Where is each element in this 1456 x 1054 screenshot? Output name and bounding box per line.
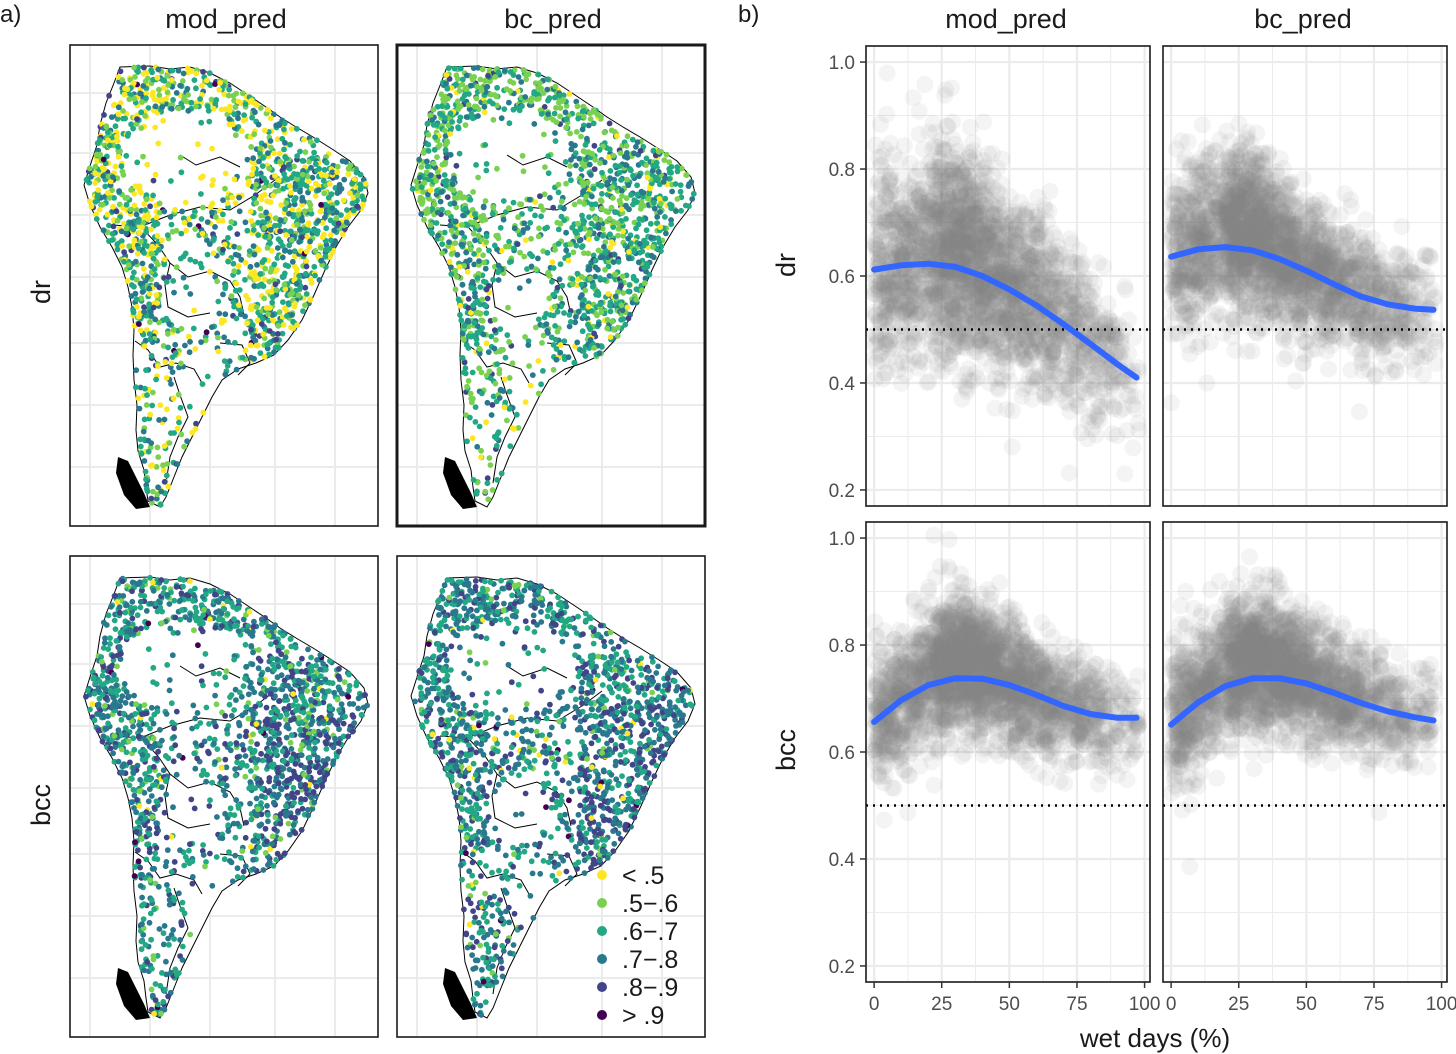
- y-axis-bcc: 0.2 0.4 0.6 0.8 1.0: [829, 529, 866, 978]
- map-facet-mod-pred-bcc: [69, 555, 379, 1038]
- map-facet-bc-pred-dr: [395, 43, 707, 528]
- legend-label-05-06: .5−.6: [622, 890, 678, 918]
- x-axis-mod-pred: 0 25 50 75 100: [869, 982, 1161, 1015]
- x-tick-label: 100: [1426, 994, 1456, 1015]
- legend-label-gt-09: > .9: [622, 1002, 664, 1030]
- x-tick-label: 0: [869, 994, 880, 1015]
- map-facet-bc-pred-bcc: [396, 555, 706, 1038]
- scatter-points-bc-pred-dr: [1163, 115, 1445, 421]
- y-tick-label: 0.4: [829, 850, 856, 871]
- smooth-line-bc-pred-bcc: [1168, 675, 1437, 728]
- legend-swatch-lt-05: [597, 870, 607, 880]
- map-south-coast-bc-pred-bcc: [443, 968, 477, 1020]
- smooth-line-mod-pred-dr: [871, 260, 1140, 381]
- smooth-line-bc-pred-dr: [1168, 244, 1437, 313]
- scatter-points-bc-pred-bcc: [1163, 548, 1444, 876]
- legend: < .5 .5−.6 .6−.7 .7−.8 .8−.9 > .9: [597, 862, 678, 1030]
- scatter-grid-mod-pred-dr: [866, 46, 1150, 506]
- map-row-label-dr: dr: [26, 280, 56, 304]
- scatter-col-label-mod-pred: mod_pred: [945, 4, 1067, 34]
- map-col-label-mod-pred: mod_pred: [165, 4, 287, 34]
- x-tick-label: 50: [1296, 994, 1317, 1015]
- legend-label-06-07: .6−.7: [622, 918, 678, 946]
- y-tick-label: 0.6: [829, 743, 855, 764]
- legend-swatch-08-09: [597, 982, 607, 992]
- panel-b-tag: b): [738, 1, 759, 28]
- y-axis-dr: 0.2 0.4 0.6 0.8 1.0: [829, 53, 866, 502]
- map-col-label-bc-pred: bc_pred: [504, 4, 602, 34]
- y-tick-label: 0.2: [829, 481, 855, 502]
- scatter-points-mod-pred-bcc: [866, 526, 1147, 829]
- y-tick-label: 0.4: [829, 374, 856, 395]
- scatter-col-label-bc-pred: bc_pred: [1254, 4, 1352, 34]
- x-tick-label: 0: [1166, 994, 1177, 1015]
- scatter-grid-mod-pred-bcc: [866, 522, 1150, 982]
- map-row-label-bcc: bcc: [26, 784, 56, 826]
- smooth-line-mod-pred-bcc: [871, 675, 1140, 725]
- scatter-facet-bc-pred-bcc: [1162, 521, 1448, 983]
- x-tick-label: 50: [999, 994, 1020, 1015]
- y-tick-label: 0.6: [829, 267, 855, 288]
- map-south-coast-mod-pred-bcc: [116, 968, 150, 1020]
- y-tick-label: 0.8: [829, 160, 855, 181]
- x-tick-label: 25: [1228, 994, 1249, 1015]
- map-stations-bc-pred-bcc: [412, 576, 695, 1018]
- map-stations-mod-pred-bcc: [83, 574, 370, 1018]
- x-axis-bc-pred: 0 25 50 75 100: [1166, 982, 1456, 1015]
- map-stations-bc-pred-dr: [409, 64, 697, 503]
- scatter-row-label-dr: dr: [771, 253, 801, 277]
- x-tick-label: 100: [1129, 994, 1161, 1015]
- legend-swatch-06-07: [597, 926, 607, 936]
- panel-a-tag: a): [0, 1, 21, 28]
- scatter-facet-bc-pred-dr: [1162, 45, 1448, 507]
- x-axis-title: wet days (%): [1079, 1023, 1230, 1053]
- legend-label-07-08: .7−.8: [622, 946, 678, 974]
- map-stations-mod-pred-dr: [83, 64, 369, 508]
- scatter-grid-bc-pred-dr: [1163, 46, 1447, 506]
- y-tick-label: 0.2: [829, 957, 855, 978]
- map-south-coast-bc-pred-dr: [443, 457, 477, 509]
- scatter-row-label-bcc: bcc: [771, 729, 801, 771]
- y-tick-label: 1.0: [829, 529, 855, 550]
- legend-swatch-gt-09: [597, 1010, 607, 1020]
- scatter-facet-mod-pred-bcc: [865, 521, 1151, 983]
- y-tick-label: 1.0: [829, 53, 855, 74]
- scatter-grid-bc-pred-bcc: [1163, 522, 1447, 982]
- legend-label-08-09: .8−.9: [622, 974, 678, 1002]
- scatter-facet-mod-pred-dr: [865, 45, 1151, 507]
- map-south-coast-mod-pred-dr: [116, 457, 150, 509]
- legend-swatch-05-06: [597, 898, 607, 908]
- x-tick-label: 75: [1066, 994, 1087, 1015]
- x-tick-label: 75: [1363, 994, 1384, 1015]
- legend-swatch-07-08: [597, 954, 607, 964]
- x-tick-label: 25: [931, 994, 952, 1015]
- legend-label-lt-05: < .5: [622, 862, 664, 890]
- y-tick-label: 0.8: [829, 636, 855, 657]
- map-facet-mod-pred-dr: [69, 44, 379, 527]
